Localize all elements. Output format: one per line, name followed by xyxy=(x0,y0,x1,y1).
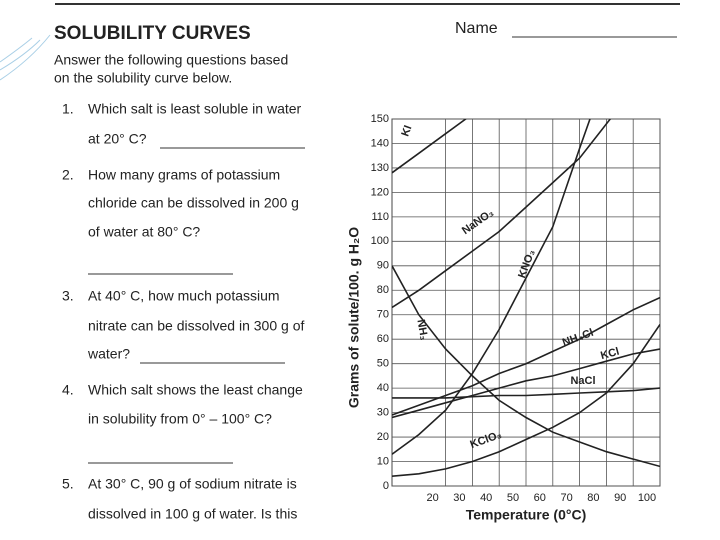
y-tick-label: 0 xyxy=(383,480,389,492)
y-tick-label: 10 xyxy=(377,455,389,467)
questions: 1. Which salt is least soluble in water at… xyxy=(62,101,305,522)
y-tick-label: 130 xyxy=(371,162,389,174)
question-line: nitrate can be dissolved in 300 g of xyxy=(88,318,304,334)
y-tick-label: 60 xyxy=(377,333,389,345)
y-tick-label: 100 xyxy=(371,235,389,247)
question-line: At 30° C, 90 g of sodium nitrate is xyxy=(88,476,297,492)
question-number: 5. xyxy=(62,476,74,492)
question-number: 4. xyxy=(62,382,74,398)
question-line: Which salt shows the least change xyxy=(88,382,303,398)
solubility-curve xyxy=(392,265,660,468)
question-number: 1. xyxy=(62,101,74,117)
y-tick-label: 40 xyxy=(377,382,389,394)
question-line: of water at 80° C? xyxy=(88,224,200,240)
question-line: at 20° C? xyxy=(88,131,147,147)
x-tick-label: 50 xyxy=(507,492,519,504)
solubility-curve xyxy=(392,296,660,416)
instruction-line: Answer the following questions based xyxy=(54,52,288,68)
x-tick-label: 60 xyxy=(534,492,546,504)
x-tick-label: 40 xyxy=(480,492,492,504)
y-tick-label: 50 xyxy=(377,358,389,370)
corner-decoration xyxy=(0,34,51,81)
x-tick-label: 20 xyxy=(426,492,438,504)
question-line: Which salt is least soluble in water xyxy=(88,101,302,117)
instruction-line: on the solubility curve below. xyxy=(54,70,232,86)
question-line: in solubility from 0° – 100° C? xyxy=(88,411,272,427)
y-tick-label: 90 xyxy=(377,260,389,272)
name-label: Name xyxy=(455,20,498,37)
question-number: 2. xyxy=(62,167,74,183)
y-tick-label: 30 xyxy=(377,407,389,419)
solubility-curve xyxy=(392,324,660,477)
x-tick-label: 30 xyxy=(453,492,465,504)
question-number: 3. xyxy=(62,288,74,304)
solubility-curve xyxy=(392,119,468,174)
x-tick-label: 90 xyxy=(614,492,626,504)
question-line: How many grams of potassium xyxy=(88,167,280,183)
curve-label: KCl xyxy=(599,346,620,362)
x-tick-label: 80 xyxy=(587,492,599,504)
y-tick-label: 140 xyxy=(371,137,389,149)
y-axis-label: Grams of solute/100. g H₂O xyxy=(346,227,362,408)
solubility-curve xyxy=(392,119,612,309)
title: SOLUBILITY CURVES xyxy=(54,23,251,44)
y-tick-label: 20 xyxy=(377,431,389,443)
y-tick-label: 80 xyxy=(377,284,389,296)
x-tick-label: 70 xyxy=(560,492,572,504)
question-line: chloride can be dissolved in 200 g xyxy=(88,195,299,211)
x-tick-label: 100 xyxy=(638,492,656,504)
y-tick-label: 110 xyxy=(371,211,389,223)
curve-label: NaCl xyxy=(570,375,595,387)
solubility-chart: 0 10 20 30 40 50 60 70 80 90 100 110 120 130 140 150 20 3… xyxy=(346,113,661,523)
solubility-curve xyxy=(392,119,591,455)
y-tick-label: 70 xyxy=(377,309,389,321)
solubility-curve xyxy=(392,387,660,399)
curve-label: KI xyxy=(399,124,414,138)
solubility-curve xyxy=(392,348,660,419)
y-tick-label: 150 xyxy=(371,113,389,125)
curve-label: NH₃ xyxy=(414,319,429,342)
question-line: At 40° C, how much potassium xyxy=(88,288,280,304)
x-axis-label: Temperature (0°C) xyxy=(466,507,586,523)
question-line: water? xyxy=(87,346,130,362)
y-tick-label: 120 xyxy=(371,186,389,198)
question-line: dissolved in 100 g of water. Is this xyxy=(88,506,297,522)
